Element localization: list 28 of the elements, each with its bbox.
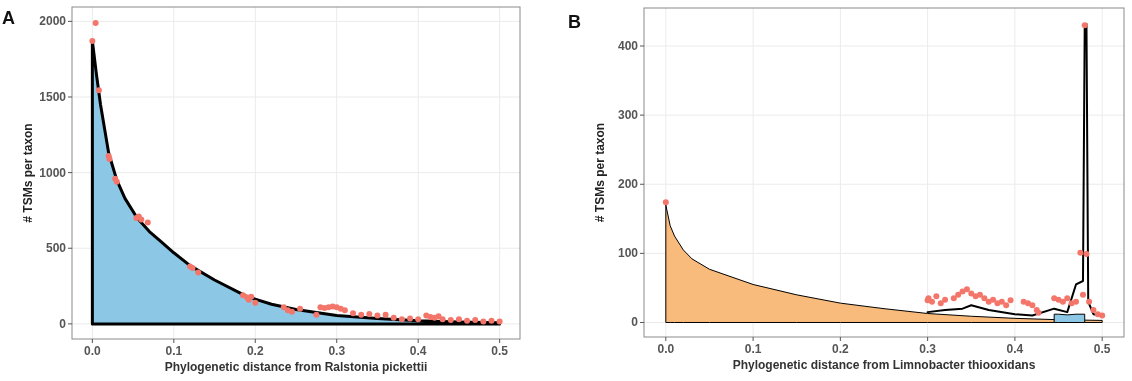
y-tick-label: 100 (617, 246, 639, 261)
x-tick-label: 0.5 (491, 344, 509, 358)
x-tick-label: 0.0 (657, 342, 675, 356)
text: A (2, 8, 15, 28)
x-tick-label: 0.4 (1006, 342, 1024, 356)
x-axis-title: Phylogenetic distance from Ralstonia pickettii (164, 360, 428, 374)
x-tick-label: 0.3 (328, 344, 346, 358)
y-tick-label: 2000 (39, 14, 67, 29)
x-tick-label: 0.1 (165, 344, 183, 358)
y-axis-title: # TSMs per taxon (593, 122, 607, 223)
text: B (568, 12, 581, 32)
x-tick-label: 0.4 (409, 344, 427, 358)
y-tick-label: 200 (617, 177, 639, 192)
x-tick-label: 0.0 (84, 344, 102, 358)
y-tick-label: 0 (59, 316, 67, 331)
x-tick-label: 0.2 (832, 342, 850, 356)
y-tick-label: 1500 (39, 90, 67, 104)
y-tick-label: 300 (617, 108, 639, 123)
y-axis-title: # TSMs per taxon (21, 123, 35, 223)
y-tick-label: 400 (617, 39, 639, 54)
y-tick-label: 0 (631, 315, 639, 330)
x-axis-title: Phylogenetic distance from Limnobacter thiooxidans (732, 358, 1036, 372)
x-tick-label: 0.5 (1093, 342, 1111, 356)
y-tick-label: 1000 (39, 165, 67, 180)
x-tick-label: 0.3 (919, 342, 937, 356)
y-tick-label: 500 (45, 241, 67, 256)
x-tick-label: 0.2 (246, 344, 264, 358)
x-tick-label: 0.1 (744, 342, 762, 356)
